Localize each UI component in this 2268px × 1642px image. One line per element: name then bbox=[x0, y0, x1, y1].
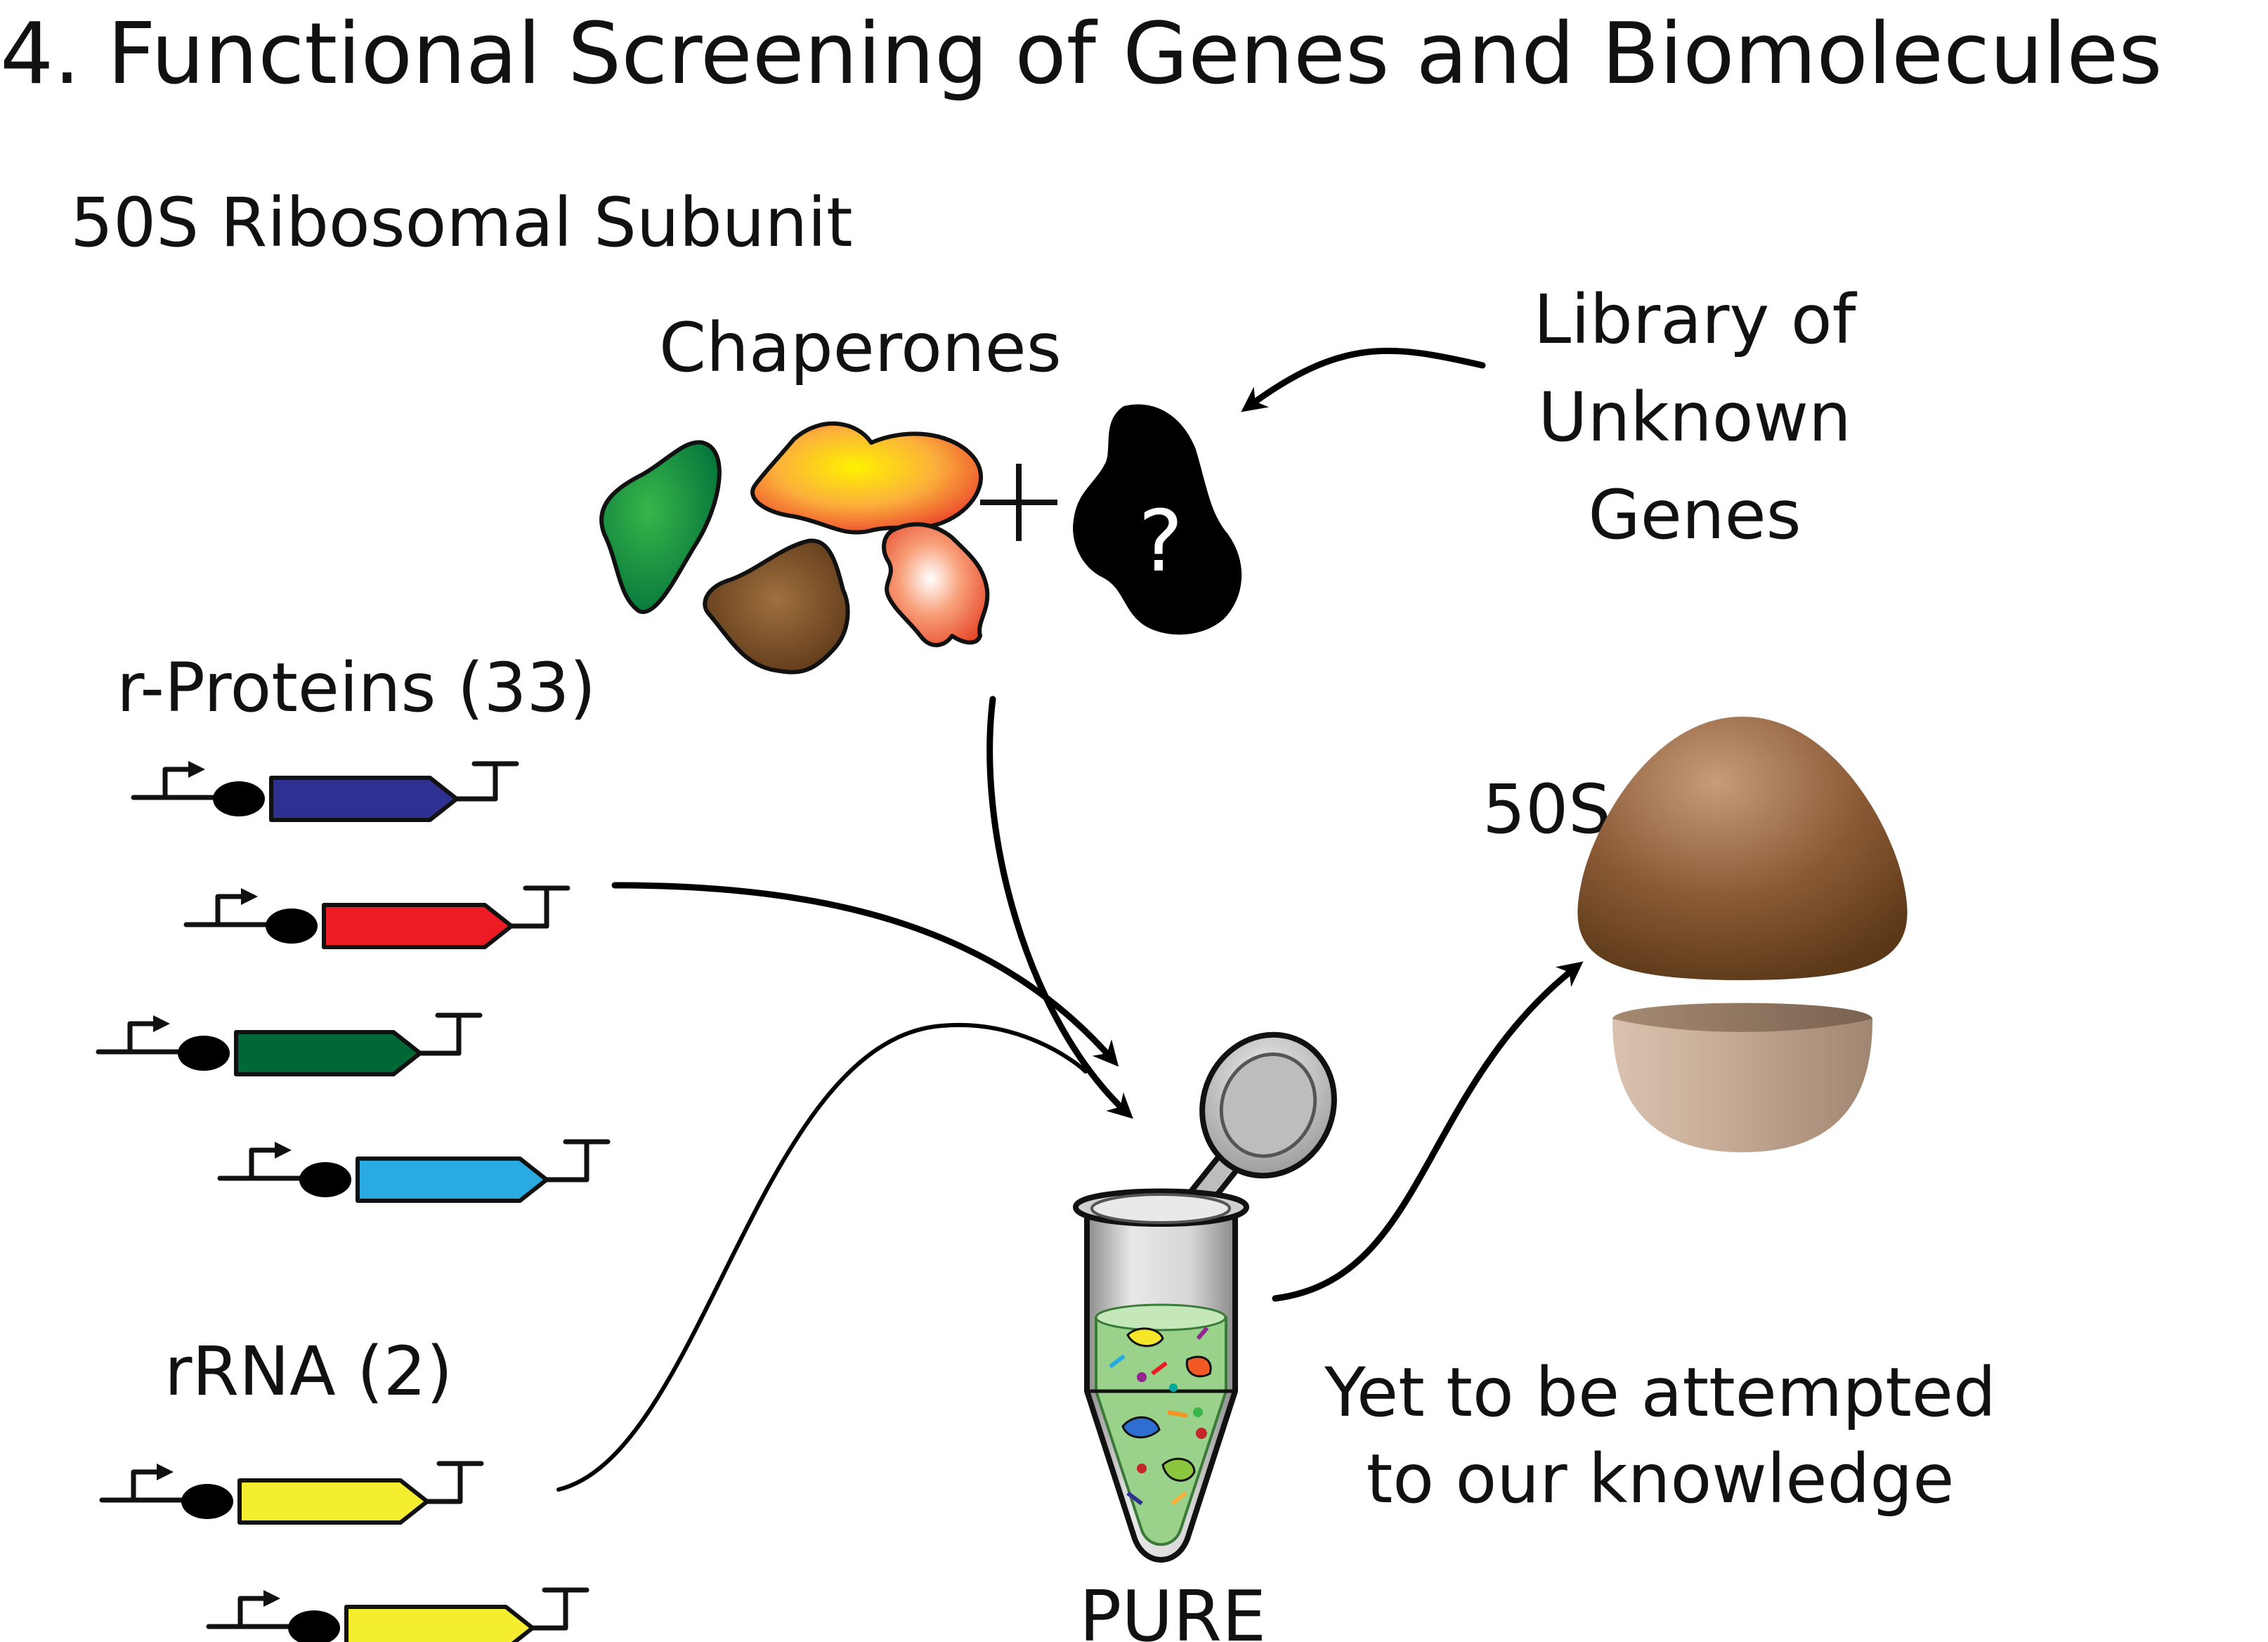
green-chaperone-blob-icon bbox=[599, 440, 722, 614]
terminator-icon bbox=[471, 761, 519, 802]
orange-chaperone-blob-icon bbox=[750, 421, 983, 535]
50s-product-label: 50S bbox=[1482, 770, 1611, 849]
promoter-icon bbox=[162, 767, 196, 800]
brown-chaperone-blob-icon bbox=[703, 538, 850, 675]
cds-arrow-icon bbox=[237, 1478, 429, 1525]
tube-to-50s-arrow bbox=[1272, 961, 1584, 1302]
rbs-icon bbox=[299, 1162, 351, 1197]
terminator-icon bbox=[542, 1587, 589, 1631]
terminator-icon bbox=[523, 885, 571, 929]
gene-construct-yellow-2 bbox=[206, 1587, 589, 1642]
note-line1: Yet to be attempted bbox=[1324, 1353, 1996, 1432]
pure-label: PURE bbox=[1079, 1575, 1266, 1642]
library-label-line1: Library of bbox=[1534, 280, 1858, 359]
chaperones-label: Chaperones bbox=[659, 308, 1062, 387]
subtitle-50s-ribosomal-subunit: 50S Ribosomal Subunit bbox=[70, 183, 853, 262]
page-title: 4. Functional Screening of Genes and Bio… bbox=[0, 6, 2163, 103]
rbs-icon bbox=[266, 908, 318, 944]
rrna-to-tube-arrow bbox=[556, 1022, 1088, 1492]
terminator-icon bbox=[435, 1012, 483, 1056]
peach-chaperone-blob-icon bbox=[882, 522, 990, 648]
terminator-icon bbox=[563, 1139, 611, 1182]
rbs-icon bbox=[178, 1036, 230, 1071]
note-line2: to our knowledge bbox=[1367, 1440, 1955, 1518]
microcentrifuge-tube-icon bbox=[1072, 1031, 1337, 1563]
cds-arrow-icon bbox=[344, 1605, 535, 1642]
gene-construct-green bbox=[96, 1012, 483, 1076]
gene-construct-yellow-1 bbox=[99, 1461, 484, 1525]
terminator-icon bbox=[436, 1461, 484, 1504]
r-proteins-label: r-Proteins (33) bbox=[117, 649, 596, 727]
r-protein-to-tube-arrow bbox=[611, 882, 1119, 1067]
library-to-blob-arrow bbox=[1241, 347, 1486, 412]
gene-construct-blue bbox=[131, 761, 519, 822]
library-label-line3: Genes bbox=[1588, 476, 1801, 554]
gene-construct-cyan bbox=[217, 1139, 611, 1203]
chaperones-to-tube-arrow bbox=[986, 696, 1133, 1119]
unknown-gene-blob-icon bbox=[1073, 404, 1241, 635]
rbs-icon bbox=[181, 1484, 233, 1519]
library-label-line2: Unknown bbox=[1538, 378, 1851, 457]
gene-construct-red bbox=[183, 885, 571, 949]
question-mark: ? bbox=[1138, 493, 1183, 591]
rbs-icon bbox=[213, 781, 265, 816]
plus-sign bbox=[980, 464, 1057, 541]
ribosome-small-subunit bbox=[1612, 1019, 1872, 1152]
cds-arrow-icon bbox=[269, 776, 459, 822]
cds-arrow-icon bbox=[356, 1156, 549, 1203]
ribosome-50s-icon bbox=[1577, 717, 1908, 1152]
rrna-label: rRNA (2) bbox=[164, 1332, 452, 1411]
rbs-icon bbox=[288, 1610, 340, 1642]
cds-arrow-icon bbox=[322, 903, 514, 949]
ribosome-large-subunit bbox=[1577, 717, 1908, 980]
cds-arrow-icon bbox=[234, 1030, 422, 1076]
